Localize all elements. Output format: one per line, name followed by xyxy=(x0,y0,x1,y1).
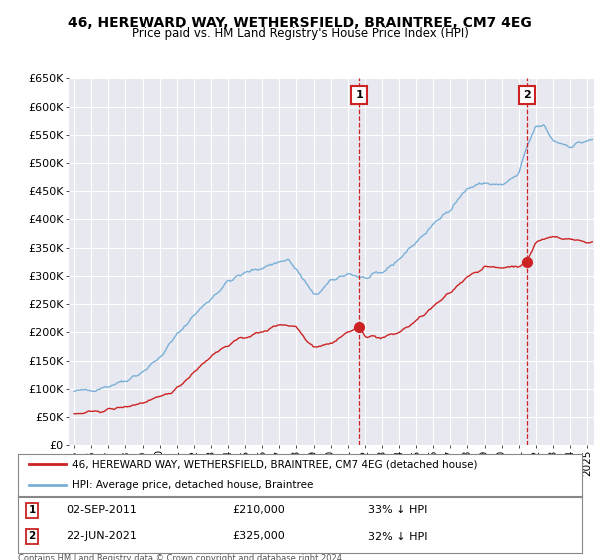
Text: 33% ↓ HPI: 33% ↓ HPI xyxy=(368,505,427,515)
Text: 2: 2 xyxy=(523,90,530,100)
Text: 1: 1 xyxy=(355,90,363,100)
Text: 22-JUN-2021: 22-JUN-2021 xyxy=(66,531,137,542)
Text: 46, HEREWARD WAY, WETHERSFIELD, BRAINTREE, CM7 4EG (detached house): 46, HEREWARD WAY, WETHERSFIELD, BRAINTRE… xyxy=(71,459,477,469)
Text: 46, HEREWARD WAY, WETHERSFIELD, BRAINTREE, CM7 4EG: 46, HEREWARD WAY, WETHERSFIELD, BRAINTRE… xyxy=(68,16,532,30)
Text: 32% ↓ HPI: 32% ↓ HPI xyxy=(368,531,427,542)
Text: Contains HM Land Registry data © Crown copyright and database right 2024.
This d: Contains HM Land Registry data © Crown c… xyxy=(18,554,344,560)
Text: £325,000: £325,000 xyxy=(232,531,285,542)
Text: Price paid vs. HM Land Registry's House Price Index (HPI): Price paid vs. HM Land Registry's House … xyxy=(131,27,469,40)
Text: 2: 2 xyxy=(28,531,36,542)
Text: £210,000: £210,000 xyxy=(232,505,285,515)
Text: HPI: Average price, detached house, Braintree: HPI: Average price, detached house, Brai… xyxy=(71,480,313,490)
Text: 02-SEP-2011: 02-SEP-2011 xyxy=(66,505,137,515)
Text: 1: 1 xyxy=(28,505,36,515)
